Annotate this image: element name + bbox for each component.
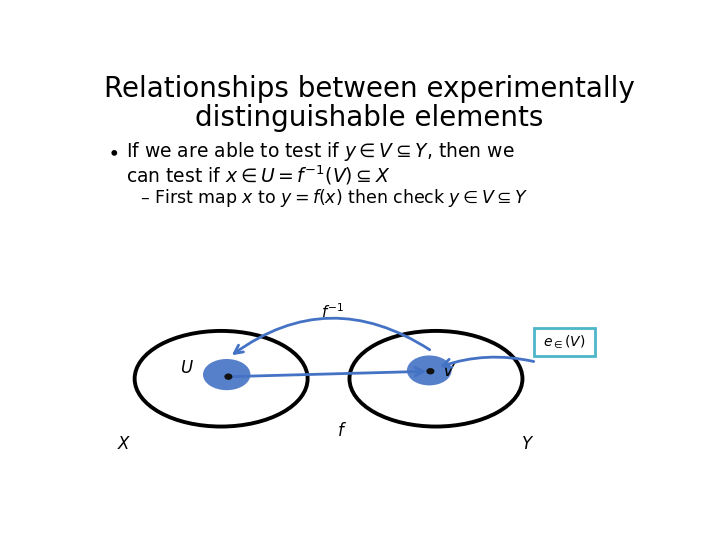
Text: f: f bbox=[338, 422, 343, 441]
FancyArrowPatch shape bbox=[443, 357, 534, 367]
FancyArrowPatch shape bbox=[234, 318, 430, 354]
Text: U: U bbox=[180, 359, 192, 377]
Circle shape bbox=[427, 369, 433, 374]
Ellipse shape bbox=[407, 355, 451, 386]
Text: If we are able to test if $y \in V \subseteq Y$, then we: If we are able to test if $y \in V \subs… bbox=[126, 140, 515, 164]
Text: Relationships between experimentally: Relationships between experimentally bbox=[104, 75, 634, 103]
Circle shape bbox=[225, 374, 232, 379]
Text: X: X bbox=[117, 435, 129, 453]
Text: Y: Y bbox=[523, 435, 533, 453]
Text: V: V bbox=[443, 362, 454, 380]
Text: distinguishable elements: distinguishable elements bbox=[195, 104, 543, 132]
Text: $\bullet$: $\bullet$ bbox=[107, 141, 118, 161]
Text: – First map $x$ to $y = f(x)$ then check $y \in V \subseteq Y$: – First map $x$ to $y = f(x)$ then check… bbox=[140, 187, 528, 210]
FancyBboxPatch shape bbox=[534, 328, 595, 356]
Text: $e_{\in}(V)$: $e_{\in}(V)$ bbox=[543, 333, 585, 350]
Ellipse shape bbox=[203, 359, 251, 390]
Text: can test if $x \in U = f^{-1}(V) \subseteq X$: can test if $x \in U = f^{-1}(V) \subset… bbox=[126, 164, 391, 187]
Text: $f^{-1}$: $f^{-1}$ bbox=[321, 302, 344, 321]
